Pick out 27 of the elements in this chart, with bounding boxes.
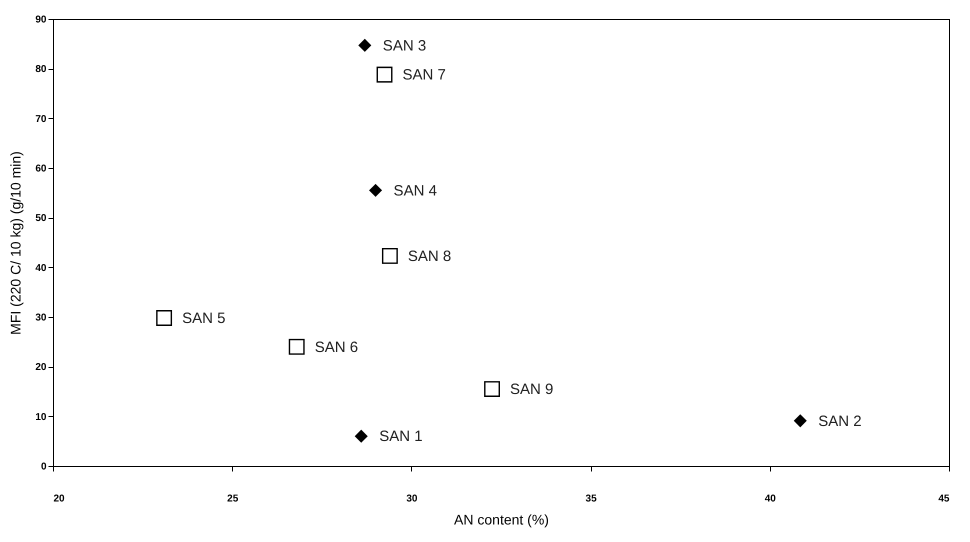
x-tick-label: 45 <box>938 494 950 504</box>
annotation: SAN 8 <box>408 248 452 265</box>
y-tick-label: 20 <box>35 362 47 374</box>
annotation: SAN 4 <box>394 182 437 200</box>
x-tick-label: 20 <box>54 494 66 504</box>
y-tick-label: 60 <box>35 164 47 174</box>
annotation: SAN 9 <box>510 381 554 398</box>
y-axis-title: MFI (220 C/ 10 kg) (g/10 min) <box>7 151 24 335</box>
y-tick-label: 0 <box>40 462 47 472</box>
y-tick-label: 30 <box>35 312 47 324</box>
y-tick-label: 40 <box>35 262 47 274</box>
y-tick-label: 90 <box>35 14 47 26</box>
x-tick-label: 35 <box>586 494 598 504</box>
annotation: SAN 7 <box>402 66 446 84</box>
x-tick-label: 40 <box>764 494 776 504</box>
x-tick-label: 25 <box>227 494 239 504</box>
annotation: SAN 5 <box>182 310 226 327</box>
y-tick-label: 10 <box>35 412 47 423</box>
y-tick-label: 50 <box>35 213 47 224</box>
y-tick-label: 70 <box>35 114 47 125</box>
x-tick-label: 30 <box>406 494 418 504</box>
x-axis-title: AN content (%) <box>454 512 549 528</box>
y-tick-label: 80 <box>35 64 47 76</box>
annotation: SAN 6 <box>314 338 358 356</box>
annotation: SAN 3 <box>382 37 426 54</box>
annotation: SAN 1 <box>379 428 423 446</box>
annotation: SAN 2 <box>818 412 862 430</box>
